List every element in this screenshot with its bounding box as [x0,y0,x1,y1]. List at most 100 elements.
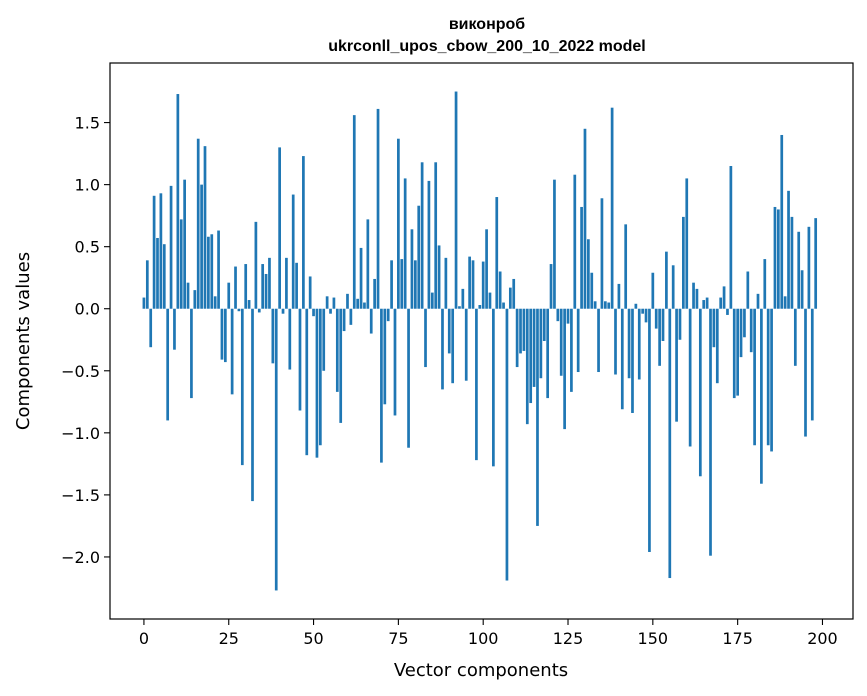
chart-subtitle: ukrconll_upos_cbow_200_10_2022 model [328,38,645,55]
bar-187 [777,209,780,309]
bar-154 [665,251,668,309]
bar-165 [702,300,706,309]
bar-100 [481,261,485,309]
bar-58 [339,308,343,423]
bar-164 [698,308,702,477]
bar-90 [447,308,451,354]
bar-136 [603,301,607,309]
bar-146 [637,308,641,380]
bar-183 [763,259,767,309]
bar-188 [780,134,784,309]
bar-60 [346,293,349,309]
bar-124 [563,308,566,430]
bar-121 [553,179,556,309]
bar-133 [593,301,597,309]
bar-43 [288,308,292,370]
bar-81 [417,205,421,309]
bar-122 [556,308,560,322]
bar-77 [403,178,407,309]
bar-119 [546,308,550,399]
bar-155 [668,308,672,579]
bar-175 [736,308,739,396]
x-tick-label: 200 [807,629,838,648]
bar-30 [244,264,248,309]
chart-title: виконроб [449,16,525,33]
bar-108 [508,287,512,309]
bar-115 [532,308,536,387]
bar-132 [590,272,594,309]
y-axis-ticks: −2.0 −1.5 −1.0 −0.5 0.0 0.5 1.0 1.5 [61,114,110,567]
bar-75 [397,138,400,309]
bar-3 [152,195,156,309]
bar-21 [213,296,217,309]
bar-31 [247,300,251,309]
bar-139 [614,308,617,375]
bar-1 [145,260,149,309]
bar-192 [793,308,797,366]
bar-68 [373,278,376,309]
bar-180 [753,308,756,446]
bar-169 [715,308,719,384]
bar-19 [207,236,210,309]
bar-72 [386,308,390,322]
bar-107 [505,308,509,581]
bar-13 [186,282,190,309]
x-tick-label: 100 [468,629,499,648]
bar-47 [302,156,305,309]
bar-197 [810,308,814,421]
bar-55 [329,308,332,314]
bar-83 [424,308,427,368]
bar-150 [651,272,655,309]
bar-111 [519,308,522,354]
bar-120 [549,264,553,309]
bar-66 [366,219,370,309]
y-axis-label: Components values [13,252,34,430]
bar-185 [770,308,773,452]
bar-50 [312,308,315,317]
bar-37 [268,257,271,309]
bar-181 [756,293,760,309]
bar-63 [356,298,360,309]
bar-110 [515,308,519,368]
bar-151 [654,308,658,329]
x-tick-label: 0 [139,629,149,648]
bar-190 [787,190,790,309]
bar-125 [566,308,570,324]
bar-189 [783,296,787,309]
bar-134 [597,308,600,373]
bar-159 [682,216,685,309]
bar-161 [688,308,692,447]
x-tick-label: 75 [388,629,408,648]
bar-131 [587,239,590,309]
bar-41 [281,308,285,314]
bar-74 [393,308,397,416]
bar-178 [746,271,750,309]
bar-54 [325,296,329,309]
bar-92 [454,91,458,309]
bar-93 [458,306,461,309]
bar-130 [583,128,587,309]
bar-95 [464,308,468,381]
bar-143 [627,308,631,379]
bar-193 [797,231,801,309]
bar-27 [234,266,237,309]
bar-86 [434,162,438,309]
bar-198 [814,218,818,309]
bar-69 [376,108,380,309]
bar-163 [695,288,699,309]
bar-49 [308,276,312,309]
bar-98 [475,308,478,461]
bar-61 [349,308,353,325]
bar-14 [190,308,193,399]
bar-113 [525,308,529,425]
bar-56 [332,297,336,309]
bar-191 [790,216,794,309]
bar-148 [644,308,648,323]
bar-7 [166,308,170,421]
bar-62 [352,115,356,309]
bar-176 [739,308,743,358]
bar-103 [492,308,495,467]
bar-38 [271,308,275,364]
bar-145 [634,303,638,309]
bar-104 [495,197,499,309]
